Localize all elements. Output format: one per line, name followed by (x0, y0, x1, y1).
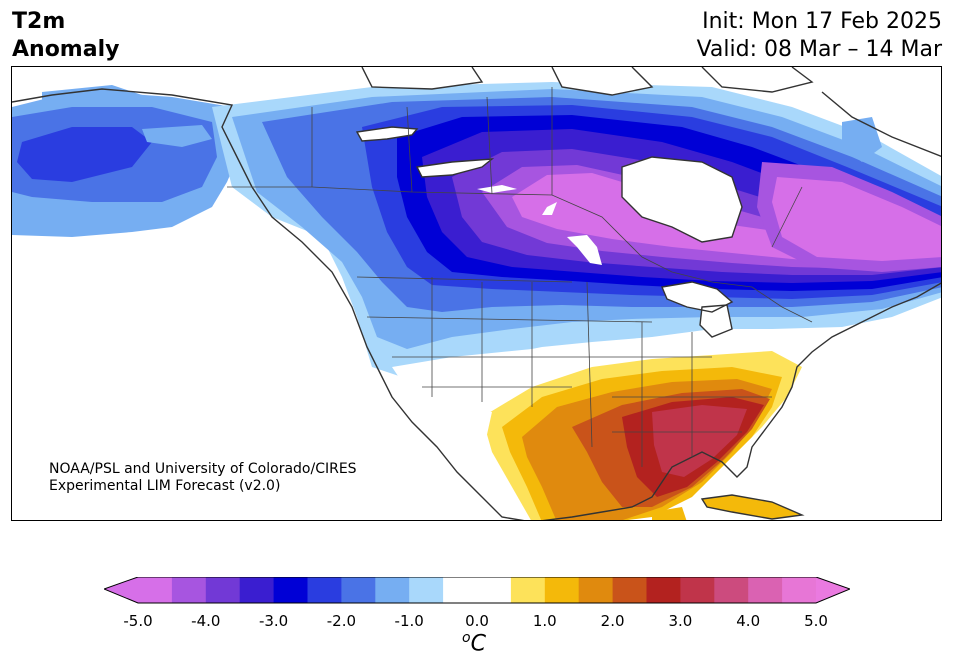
colorbar-cell (714, 577, 749, 603)
colorbar-cell (409, 577, 444, 603)
colorbar-cell (748, 577, 783, 603)
colorbar-cell (273, 577, 308, 603)
colorbar-tick-label: -3.0 (258, 612, 289, 630)
colorbar-cell (782, 577, 817, 603)
colorbar-cell (138, 577, 173, 603)
units-celsius: C (470, 631, 486, 657)
map-canvas (12, 67, 941, 520)
colorbar-cell (341, 577, 376, 603)
colorbar-tick-label: -1.0 (394, 612, 424, 630)
colorbar (104, 577, 850, 604)
colorbar-cell (307, 577, 342, 603)
colorbar-cell (578, 577, 614, 603)
colorbar-cell (510, 577, 546, 603)
colorbar-over-arrow (816, 577, 850, 603)
colorbar-cells (138, 577, 817, 603)
colorbar-tick-label: 4.0 (736, 612, 761, 630)
map-title: T2m Anomaly (12, 8, 119, 64)
units-degree: o (462, 630, 471, 646)
colorbar-cell (171, 577, 207, 603)
colorbar-tick-label: 3.0 (668, 612, 693, 630)
colorbar-tick-label: -4.0 (191, 612, 221, 630)
credit-line-2: Experimental LIM Forecast (v2.0) (49, 478, 281, 494)
colorbar-cell (544, 577, 580, 603)
colorbar-cell (443, 577, 478, 603)
data-credit: NOAA/PSL and University of Colorado/CIRE… (49, 461, 357, 495)
valid-date: Valid: 08 Mar – 14 Mar (696, 37, 942, 62)
anomaly-map (11, 66, 942, 521)
colorbar-tick-label: 5.0 (804, 612, 828, 630)
colorbar-cell (205, 577, 241, 603)
title-line-2: Anomaly (12, 37, 120, 62)
colorbar-cell (612, 577, 647, 603)
colorbar-tick-label: 0.0 (465, 612, 489, 630)
colorbar-cell (680, 577, 715, 603)
colorbar-tick-label: 1.0 (532, 612, 557, 630)
colorbar-cell (375, 577, 410, 603)
colorbar-tick-label: -5.0 (123, 612, 153, 630)
colorbar-tick-label: -2.0 (326, 612, 357, 630)
colorbar-cell (477, 577, 512, 603)
title-line-1: T2m (12, 9, 66, 34)
units-label: oC (462, 630, 486, 656)
forecast-dates: Init: Mon 17 Feb 2025 Valid: 08 Mar – 14… (697, 8, 942, 64)
colorbar-under-arrow (104, 577, 138, 603)
colorbar-tick-label: 2.0 (600, 612, 625, 630)
colorbar-cell (646, 577, 681, 603)
colorbar-cell (239, 577, 275, 603)
credit-line-1: NOAA/PSL and University of Colorado/CIRE… (49, 461, 357, 477)
init-date: Init: Mon 17 Feb 2025 (702, 9, 942, 34)
